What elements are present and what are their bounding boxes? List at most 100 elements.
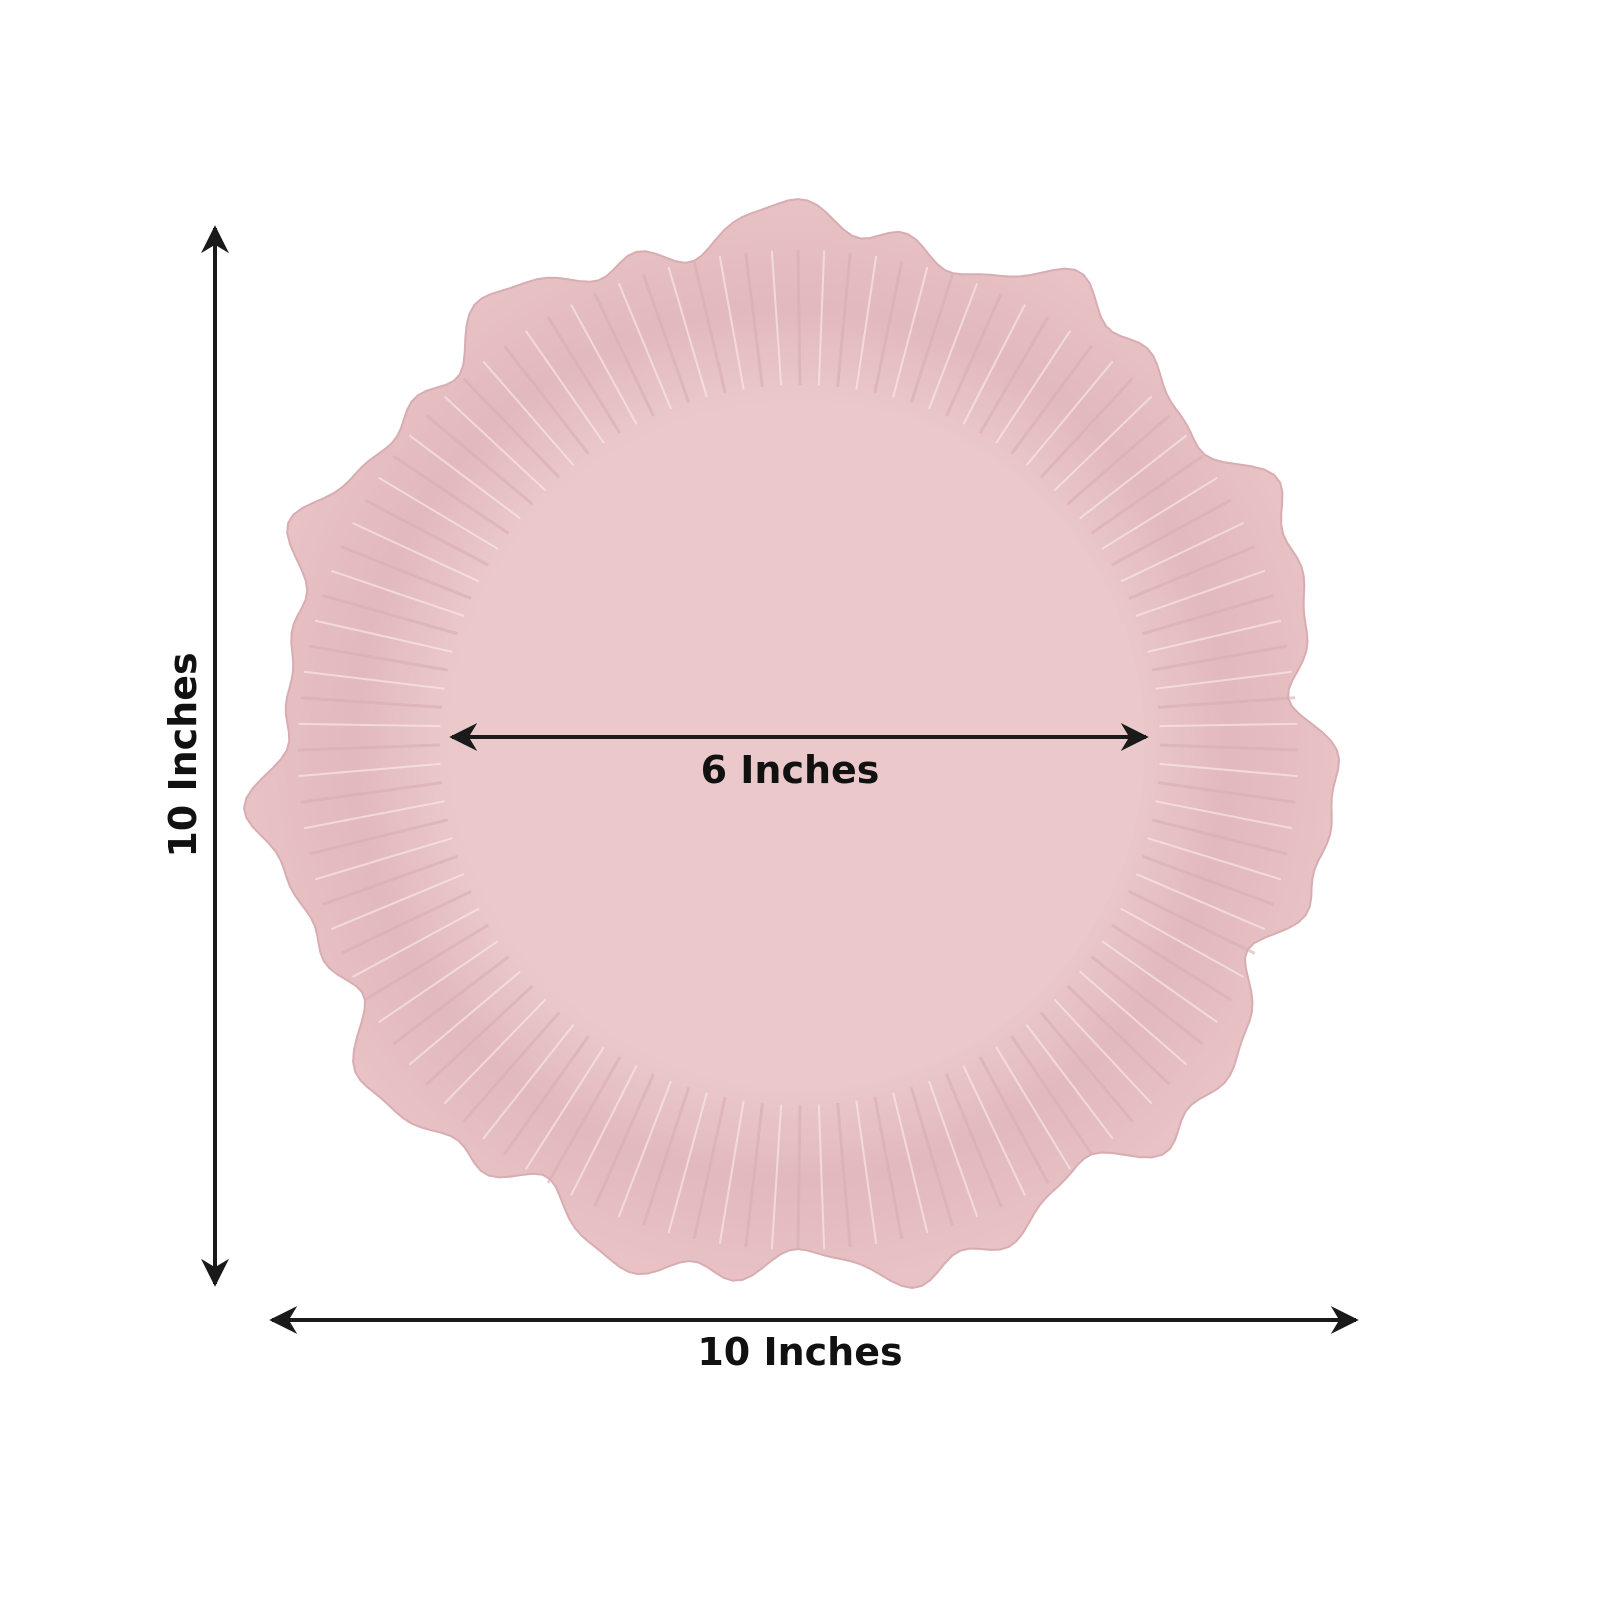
rim-ridge (1101, 476, 1218, 550)
rim-ridge (962, 1065, 1026, 1196)
rim-ridge (928, 282, 979, 410)
rim-ridge (443, 998, 547, 1105)
rim-ridge (1079, 970, 1188, 1066)
rim-ridge (617, 1080, 672, 1218)
rim-ridge (297, 743, 441, 752)
rim-ridge (570, 1065, 638, 1196)
rim-ridge (718, 255, 745, 390)
rim-ridge (667, 266, 708, 398)
rim-ridge (1010, 1035, 1094, 1156)
rim-ridge (364, 923, 490, 1002)
rim-ridge (330, 873, 465, 931)
rim-ridge (1155, 670, 1292, 690)
rim-ridge (392, 955, 510, 1046)
rim-ridge (593, 292, 655, 417)
rim-ridge (570, 304, 638, 425)
rim-ridge (855, 256, 878, 390)
rim-ridge (392, 454, 510, 535)
rim-ridge (692, 260, 727, 394)
rim-ridge (482, 1024, 575, 1140)
rim-ridge (855, 1100, 878, 1244)
rim-ridge (443, 395, 547, 492)
rim-ridge (1157, 696, 1296, 709)
rim-ridge (408, 970, 521, 1066)
rim-ridge (1151, 644, 1288, 672)
rim-ridge (300, 696, 443, 709)
rim-ridge (873, 1096, 904, 1240)
rim-ridge (303, 800, 445, 830)
rim-ridge (378, 940, 499, 1024)
rim-ridge (298, 722, 441, 728)
rim-ridge (482, 360, 575, 466)
rim-ridge (314, 837, 453, 881)
rim-ridge (928, 1080, 979, 1218)
rim-ridge (524, 330, 605, 444)
rim-ridge (978, 1056, 1050, 1184)
rim-ridge (667, 1092, 708, 1234)
rim-ridge (462, 1011, 561, 1123)
rim-ridge (945, 292, 1003, 417)
rim-ridge (642, 273, 691, 404)
height-label: 10 Inches (161, 652, 205, 858)
rim-ridge (1141, 594, 1274, 636)
rim-ridge (314, 619, 453, 653)
rim-ridge (1066, 984, 1171, 1086)
rim-ridge (1053, 395, 1153, 492)
rim-ridge (1066, 414, 1171, 506)
rim-ridge (1159, 722, 1298, 728)
rim-ridges (297, 249, 1299, 1251)
rim-ridge (1120, 522, 1244, 583)
rim-ridge (1159, 743, 1299, 752)
plate-center (455, 400, 1145, 1090)
rim-ridge (1025, 360, 1114, 466)
rim-ridge (817, 250, 826, 386)
rim-ridge (1053, 998, 1153, 1105)
rim-ridge (1135, 569, 1266, 617)
rim-ridge (873, 260, 904, 394)
rim-ridge (995, 330, 1072, 444)
rim-ridge (298, 762, 441, 778)
rim-ridge (352, 522, 480, 583)
rim-ridge (1039, 1011, 1134, 1123)
rim-ridge (1128, 890, 1256, 955)
rim-ridge (909, 274, 954, 404)
rim-ridge (770, 250, 783, 386)
rim-ridge (692, 1096, 727, 1240)
rim-ridge (593, 1073, 655, 1208)
rim-ridge (1141, 854, 1275, 906)
rim-ridge (1135, 873, 1266, 931)
rim-ridge (304, 670, 445, 690)
rim-ridge (892, 1092, 929, 1234)
rim-ridge (796, 1104, 802, 1251)
rim-ridge (1155, 800, 1293, 830)
rim-ridge (1090, 955, 1204, 1046)
rim-ridge (340, 890, 472, 955)
rim-ridge (1090, 454, 1204, 535)
rim-ridge (546, 1056, 622, 1184)
rim-ridge (962, 304, 1026, 425)
rim-ridge (1079, 434, 1188, 520)
rim-ridge (836, 1102, 852, 1248)
rim-ridge (1159, 762, 1298, 778)
rim-ridge (1120, 907, 1244, 978)
rim-ridge (462, 377, 561, 479)
rim-ridge (1025, 1024, 1114, 1140)
rim-ridge (1147, 619, 1282, 653)
rim-ridge (322, 594, 459, 636)
rim-ridge (892, 266, 929, 398)
rim-ridge (796, 249, 802, 386)
rim-ridge (718, 1100, 745, 1245)
rim-ridge (817, 1104, 826, 1250)
rim-ridge (425, 984, 534, 1086)
rim-ridge (408, 434, 521, 520)
rim-ridge (378, 476, 499, 550)
rim-ridge (340, 545, 472, 600)
rim-ridge (1128, 545, 1256, 600)
rim-ridge (836, 252, 852, 388)
rim-ridge (617, 282, 672, 410)
rim-ridge (502, 1035, 590, 1156)
width-label: 10 Inches (697, 1330, 903, 1374)
rim-ridge (1039, 377, 1134, 479)
rim-ridge (1101, 940, 1218, 1024)
rim-ridge (352, 907, 480, 978)
